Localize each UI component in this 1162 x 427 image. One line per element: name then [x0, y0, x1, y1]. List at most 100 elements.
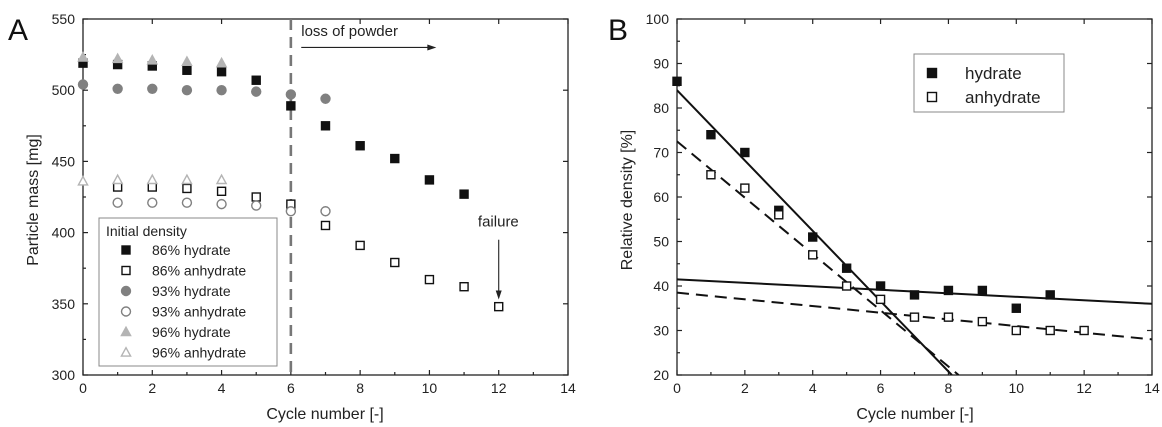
- data-point: [808, 232, 818, 242]
- y-tick-label: 70: [653, 145, 669, 161]
- legend-label: 86% anhydrate: [152, 263, 246, 279]
- x-tick-label: 2: [741, 380, 749, 396]
- y-tick-label: 400: [52, 225, 76, 241]
- y-tick-label: 450: [52, 153, 76, 169]
- panel-b-x-axis-label: Cycle number [-]: [856, 406, 973, 423]
- x-tick-label: 0: [79, 380, 87, 396]
- y-tick-label: 300: [52, 367, 76, 383]
- data-point: [77, 51, 89, 62]
- data-point: [285, 89, 297, 100]
- legend: hydrate anhydrate: [913, 53, 1065, 113]
- data-point: [390, 153, 400, 164]
- data-point: [740, 183, 750, 193]
- data-point: [111, 52, 124, 64]
- legend-marker: [120, 346, 132, 357]
- x-tick-label: 2: [148, 380, 156, 396]
- legend-label: hydrate: [965, 64, 1022, 83]
- legend-label: 93% anhydrate: [152, 304, 246, 320]
- data-point: [146, 173, 159, 185]
- x-tick-label: 14: [1144, 380, 1160, 396]
- loss-of-powder-arrowhead: [427, 44, 437, 51]
- x-tick-label: 12: [491, 380, 507, 396]
- x-tick-label: 6: [877, 380, 885, 396]
- legend-label: 96% anhydrate: [152, 345, 246, 361]
- panel-a-x-axis-label: Cycle number [-]: [266, 406, 383, 423]
- y-tick-label: 100: [646, 11, 670, 27]
- data-point: [77, 79, 89, 90]
- legend-marker: [121, 245, 131, 255]
- data-point: [841, 281, 852, 291]
- y-tick-label: 500: [52, 82, 76, 98]
- y-tick-label: 350: [52, 296, 76, 312]
- y-tick-label: 30: [653, 323, 669, 339]
- legend-title: Initial density: [106, 223, 187, 239]
- data-point: [774, 210, 784, 220]
- x-tick-label: 10: [1008, 380, 1024, 396]
- data-point: [943, 285, 954, 296]
- data-point: [355, 141, 365, 151]
- loss-of-powder-label: loss of powder: [301, 23, 398, 40]
- data-point: [1011, 303, 1021, 313]
- data-point: [216, 198, 227, 210]
- data-point: [77, 175, 89, 186]
- panel-a-plot: 0 2 4 6 8 10 12 14 300 350 400 450 500 550 loss of pow…: [52, 11, 576, 396]
- data-point: [286, 101, 296, 111]
- y-tick-label: 80: [653, 100, 669, 116]
- data-point: [1011, 325, 1021, 336]
- data-point: [251, 86, 262, 97]
- x-tick-label: 12: [1076, 380, 1092, 396]
- data-point: [977, 316, 988, 327]
- x-tick-label: 8: [945, 380, 953, 396]
- data-point: [424, 274, 435, 285]
- data-point: [459, 189, 469, 199]
- failure-arrowhead: [495, 290, 502, 300]
- data-point: [320, 121, 331, 131]
- legend-marker: [121, 265, 131, 276]
- data-point: [424, 175, 435, 185]
- data-point: [672, 76, 682, 87]
- data-point: [181, 197, 193, 208]
- x-tick-label: 0: [673, 380, 681, 396]
- x-tick-label: 10: [422, 380, 438, 396]
- data-point: [459, 282, 469, 292]
- panel-a: A 0 2 4 6 8 10 12 14 300 350 400 450 500 550 loss of p…: [8, 11, 576, 423]
- legend-label: anhydrate: [965, 88, 1041, 107]
- data-point: [216, 186, 227, 197]
- data-point: [1045, 290, 1055, 300]
- data-point: [147, 83, 158, 94]
- failure-label: failure: [478, 213, 519, 230]
- x-tick-label: 4: [809, 380, 817, 396]
- data-point: [320, 206, 331, 217]
- legend-label: 86% hydrate: [152, 242, 231, 258]
- legend-marker: [120, 306, 132, 317]
- data-point: [1079, 325, 1089, 336]
- legend-marker: [926, 67, 938, 79]
- data-point: [808, 250, 818, 260]
- y-tick-label: 90: [653, 56, 669, 72]
- panel-b: B 0 2 4 6 8 10 12 14 20 30 40 50 60 70 80 90 100 hydrate a…: [608, 11, 1160, 423]
- data-point: [182, 183, 192, 194]
- data-point: [706, 129, 716, 140]
- data-point: [216, 84, 227, 96]
- data-point: [909, 290, 920, 300]
- data-point: [943, 312, 954, 322]
- legend-marker: [926, 91, 938, 103]
- data-point: [320, 93, 331, 104]
- data-point: [147, 182, 157, 192]
- data-point: [740, 147, 750, 158]
- x-tick-label: 14: [560, 380, 576, 396]
- data-point: [251, 75, 261, 85]
- panel-b-letter: B: [608, 14, 628, 47]
- y-tick-label: 40: [653, 278, 669, 294]
- y-tick-label: 50: [653, 234, 669, 250]
- y-tick-label: 20: [653, 367, 669, 383]
- fit-line-anhydrate: [677, 140, 960, 375]
- data-point: [181, 55, 193, 67]
- data-point: [355, 240, 365, 251]
- legend-marker: [120, 285, 132, 297]
- data-point: [146, 54, 159, 65]
- data-point: [181, 173, 193, 185]
- data-point: [181, 84, 193, 96]
- data-point: [1045, 325, 1055, 336]
